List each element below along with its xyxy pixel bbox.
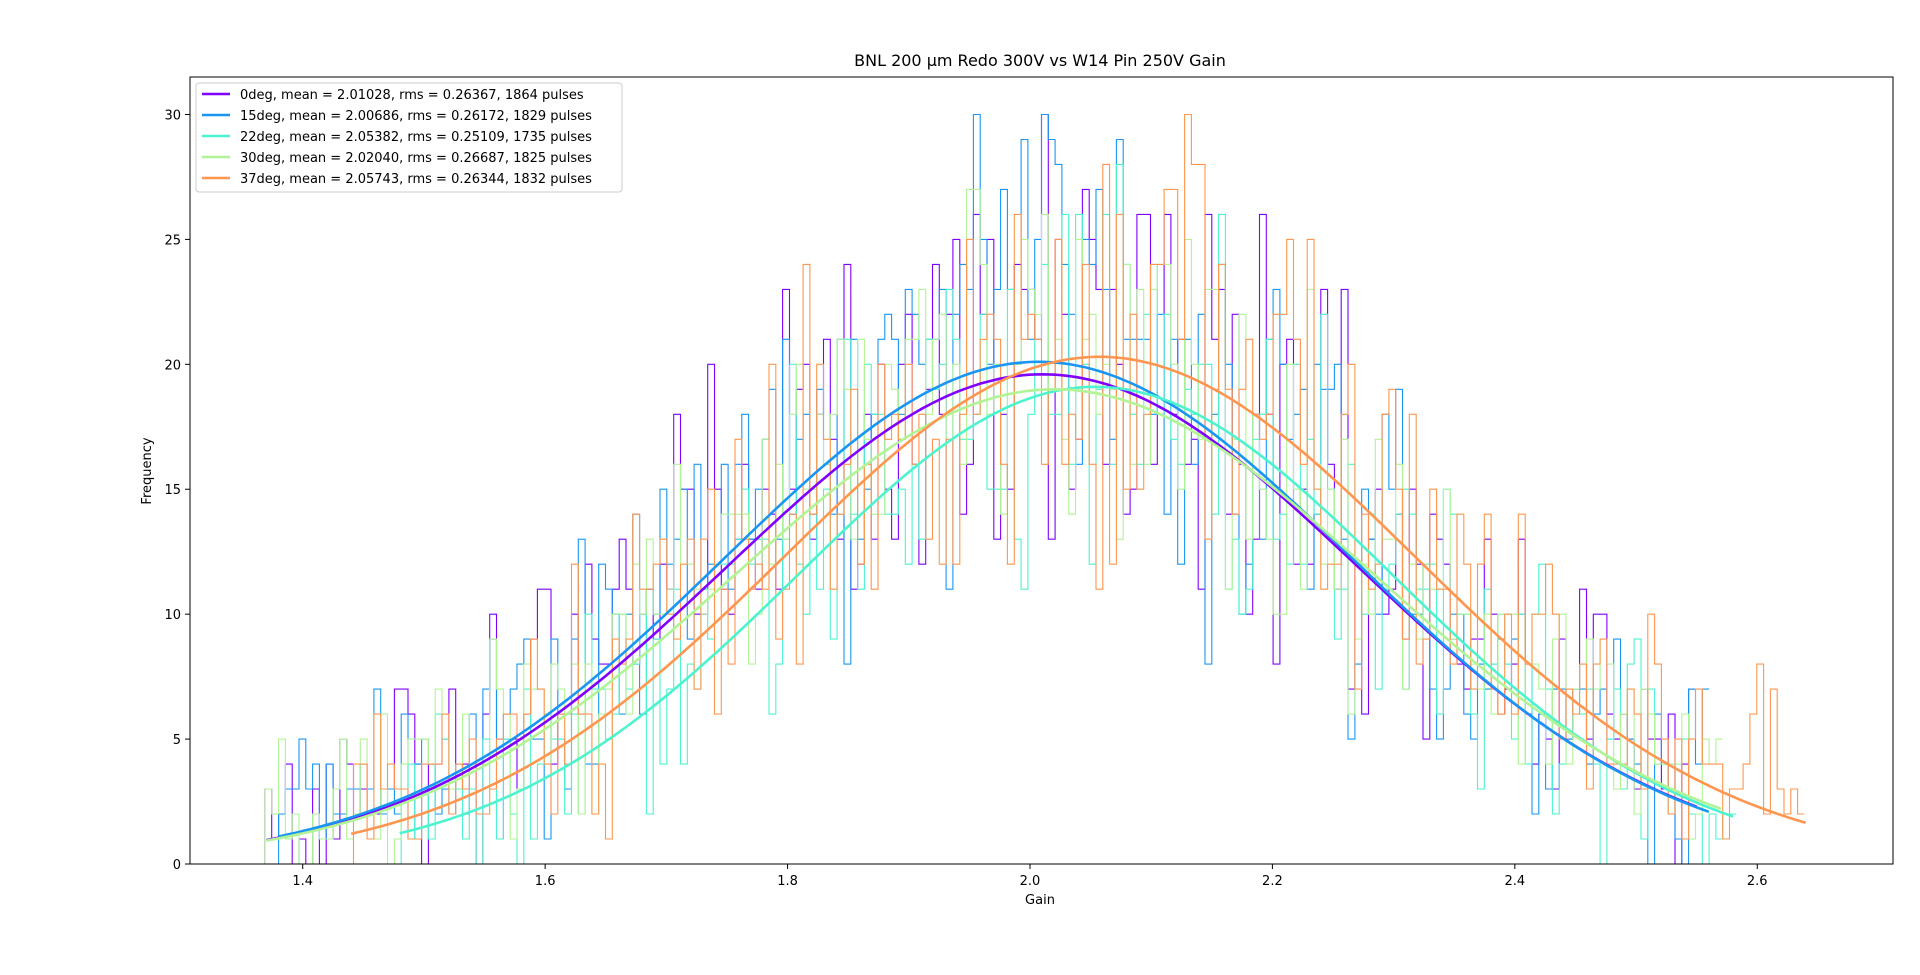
y-tick-label-2: 10 <box>164 608 181 623</box>
y-axis-label: Frequency <box>140 437 155 504</box>
x-axis-label: Gain <box>1025 893 1055 908</box>
x-tick-label-4: 2.2 <box>1262 874 1283 889</box>
x-tick-label-0: 1.4 <box>292 874 313 889</box>
x-tick-label-2: 1.8 <box>777 874 798 889</box>
y-axis-ticks: 0 5 10 15 20 25 30 <box>164 108 190 873</box>
fit-curve-series-0 <box>266 372 1698 842</box>
fit-curve-series-2 <box>399 385 1734 835</box>
y-tick-label-0: 0 <box>173 858 181 873</box>
x-tick-label-3: 2.0 <box>1020 874 1041 889</box>
fit-curves-layer <box>266 355 1807 842</box>
fit-curve-series-3 <box>266 387 1722 842</box>
y-tick-label-3: 15 <box>164 483 181 498</box>
histogram-series-4 <box>352 113 1805 864</box>
legend-entry-0: 0deg, mean = 2.01028, rms = 0.26367, 186… <box>240 88 584 103</box>
legend-box <box>195 82 623 193</box>
histogram-layer <box>264 113 1805 865</box>
legend-entry-1: 15deg, mean = 2.00686, rms = 0.26172, 18… <box>240 109 592 124</box>
y-tick-label-4: 20 <box>164 358 181 373</box>
legend: 0deg, mean = 2.01028, rms = 0.26367, 186… <box>195 82 623 193</box>
fit-curve-series-1 <box>278 360 1710 838</box>
legend-entry-2: 22deg, mean = 2.05382, rms = 0.25109, 17… <box>240 130 592 145</box>
x-tick-label-5: 2.4 <box>1504 874 1525 889</box>
x-tick-label-1: 1.6 <box>535 874 556 889</box>
legend-entry-3: 30deg, mean = 2.02040, rms = 0.26687, 18… <box>240 151 592 166</box>
x-tick-label-6: 2.6 <box>1747 874 1768 889</box>
x-axis-ticks: 1.4 1.6 1.8 2.0 2.2 2.4 2.6 <box>292 864 1768 889</box>
chart-title: BNL 200 μm Redo 300V vs W14 Pin 250V Gai… <box>854 51 1226 70</box>
fit-curve-series-4 <box>350 355 1807 836</box>
y-tick-label-6: 30 <box>164 108 181 123</box>
y-tick-label-5: 25 <box>164 233 181 248</box>
plot-frame <box>189 76 1894 865</box>
y-tick-label-1: 5 <box>173 733 181 748</box>
legend-entry-4: 37deg, mean = 2.05743, rms = 0.26344, 18… <box>240 172 592 187</box>
